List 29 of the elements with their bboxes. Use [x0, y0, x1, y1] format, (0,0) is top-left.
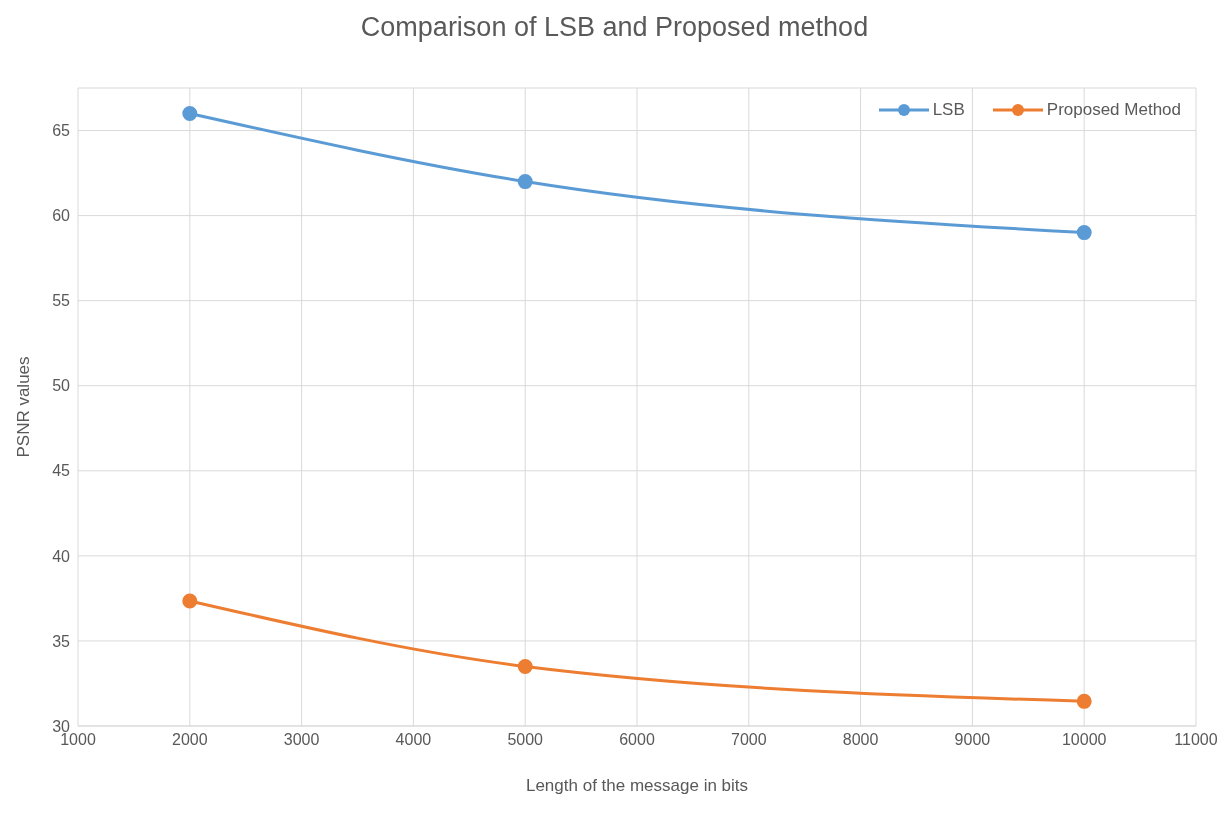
point — [517, 174, 533, 190]
x-tick-label: 8000 — [842, 731, 879, 749]
point — [182, 106, 198, 122]
x-tick-label: 7000 — [731, 731, 767, 749]
point — [1076, 225, 1092, 241]
point — [517, 658, 533, 674]
legend-label: Proposed Method — [1046, 100, 1181, 120]
y-tick-label: 40 — [52, 547, 71, 565]
y-tick-label: 35 — [52, 632, 71, 650]
x-tick-label: 10000 — [1061, 731, 1107, 749]
x-tick-label: 6000 — [619, 731, 655, 749]
chart-title: Comparison of LSB and Proposed method — [359, 12, 870, 43]
point — [1076, 693, 1092, 709]
y-tick-label: 50 — [52, 377, 71, 395]
y-tick-label: 45 — [52, 462, 71, 480]
x-tick-label: 1000 — [60, 731, 96, 749]
y-tick-label: 60 — [52, 207, 71, 225]
legend-label: LSB — [932, 100, 965, 120]
x-tick-label: 3000 — [283, 731, 320, 749]
x-tick-label: 11000 — [1174, 731, 1218, 749]
y-axis-title: PSNR values — [14, 356, 34, 458]
x-axis-title: Length of the message in bits — [525, 776, 749, 795]
y-tick-label: 55 — [52, 292, 71, 310]
x-tick-label: 5000 — [507, 731, 544, 749]
x-tick-label: 4000 — [395, 731, 432, 749]
point — [182, 593, 198, 609]
x-tick-label: 2000 — [172, 731, 208, 749]
y-tick-label: 65 — [52, 122, 71, 140]
x-tick-label: 9000 — [954, 731, 991, 749]
